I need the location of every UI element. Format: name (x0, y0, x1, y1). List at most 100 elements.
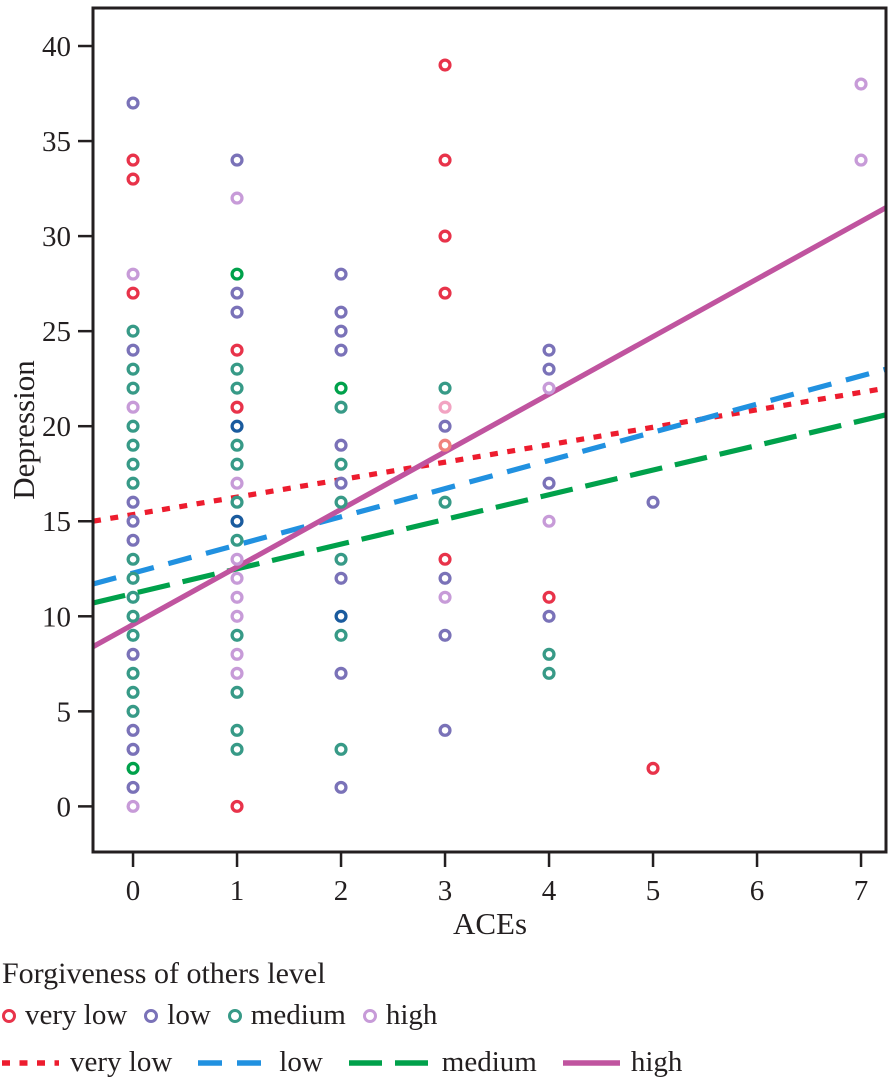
point-medium (334, 457, 348, 471)
x-tick-label: 6 (750, 875, 765, 907)
point-medium (230, 533, 244, 547)
legend-marker-high: high (362, 999, 437, 1032)
point-low (334, 571, 348, 585)
point-medium (126, 381, 140, 395)
y-tick-label: 30 (42, 221, 71, 253)
y-tick-label: 15 (42, 506, 71, 538)
point-medium (126, 324, 140, 338)
point-medium (126, 457, 140, 471)
fit-line-high (91, 205, 888, 649)
legend-marker-medium: medium (227, 999, 346, 1032)
point-medium (230, 723, 244, 737)
point-medium (334, 552, 348, 566)
fit-line-very-low (92, 385, 887, 524)
point-high (126, 400, 140, 414)
point-medium (230, 742, 244, 756)
legend-line-label: low (279, 1046, 323, 1078)
legend-line-high: high (562, 1046, 683, 1079)
point-low (230, 153, 244, 167)
point-high (230, 666, 244, 680)
point-low (334, 780, 348, 794)
very-low-line-sample-icon (2, 1059, 59, 1066)
y-tick-label: 25 (42, 316, 71, 348)
x-axis-title: ACEs (453, 906, 527, 941)
point-very-low (230, 799, 244, 813)
point-medium (126, 590, 140, 604)
scatter-plot: 0 5 10 15 20 25 30 35 40 0 1 2 3 4 5 6 7 Depression ACEs (6, 6, 888, 941)
x-tick-label: 2 (334, 875, 349, 907)
point-low (438, 571, 452, 585)
point-high (854, 77, 868, 91)
point-overlap-dark-blue (230, 419, 244, 433)
point-low (542, 343, 556, 357)
point-medium (230, 438, 244, 452)
fit-line-medium (92, 412, 887, 606)
point-low (126, 533, 140, 547)
point-low (542, 476, 556, 490)
point-medium (334, 495, 348, 509)
point-low (126, 96, 140, 110)
legend-title: Forgiveness of others level (2, 957, 326, 990)
point-medium (334, 742, 348, 756)
point-overlap-dark-blue (230, 514, 244, 528)
legend-marker-row: very low low medium high (2, 999, 892, 1032)
point-medium (438, 495, 452, 509)
point-low (542, 362, 556, 376)
point-medium (126, 419, 140, 433)
point-low (126, 780, 140, 794)
medium-marker-icon (227, 1008, 242, 1023)
point-very-low (438, 58, 452, 72)
point-very-low (438, 286, 452, 300)
legend-marker-label: medium (250, 999, 346, 1031)
legend-line-very-low: very low (2, 1046, 172, 1079)
point-medium (334, 400, 348, 414)
y-axis-title: Depression (6, 360, 41, 500)
point-very-low (438, 552, 452, 566)
legend-line-medium: medium (348, 1046, 537, 1079)
point-low (334, 324, 348, 338)
point-medium (438, 381, 452, 395)
axes-layer: 0 5 10 15 20 25 30 35 40 0 1 2 3 4 5 6 7 (42, 6, 888, 907)
point-medium (230, 685, 244, 699)
point-low (230, 305, 244, 319)
legend-line-label: high (630, 1046, 683, 1078)
point-medium (126, 552, 140, 566)
point-medium (230, 362, 244, 376)
point-low (334, 305, 348, 319)
high-line-sample-icon (562, 1059, 620, 1066)
point-medium (126, 476, 140, 490)
point-high (230, 552, 244, 566)
fit-lines-layer (91, 205, 888, 649)
x-tick-label: 0 (126, 875, 141, 907)
point-very-low (542, 590, 556, 604)
point-medium (230, 495, 244, 509)
point-low (334, 666, 348, 680)
point-medium (126, 628, 140, 642)
point-medium (126, 571, 140, 585)
y-tick-label: 35 (42, 126, 71, 158)
point-very-low (438, 229, 452, 243)
point-very-low (230, 400, 244, 414)
x-tick-label: 4 (542, 875, 557, 907)
low-line-sample-icon (198, 1059, 269, 1066)
scatter-points-layer (126, 58, 868, 813)
point-high (126, 799, 140, 813)
point-low (334, 476, 348, 490)
x-tick-label: 1 (230, 875, 245, 907)
legend-marker-low: low (144, 999, 211, 1032)
point-medium (230, 457, 244, 471)
point-high (230, 590, 244, 604)
point-high (230, 609, 244, 623)
point-low (126, 343, 140, 357)
point-low (334, 343, 348, 357)
legend-marker-label: low (167, 999, 211, 1031)
legend-marker-very-low: very low (2, 999, 127, 1032)
point-bright-green (230, 267, 244, 281)
point-medium (126, 438, 140, 452)
point-high (438, 590, 452, 604)
point-low (438, 723, 452, 737)
y-tick-label: 20 (42, 411, 71, 443)
legend-marker-label: very low (25, 999, 128, 1031)
point-high (542, 381, 556, 395)
point-high (230, 476, 244, 490)
